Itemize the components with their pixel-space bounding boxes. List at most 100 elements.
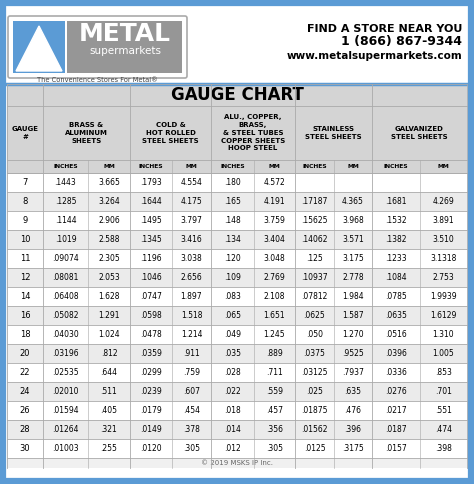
Text: INCHES: INCHES <box>139 164 164 169</box>
Text: MM: MM <box>438 164 449 169</box>
Text: 2.769: 2.769 <box>264 273 285 282</box>
Text: 3.175: 3.175 <box>342 254 364 263</box>
Text: .551: .551 <box>435 406 452 415</box>
Text: MM: MM <box>103 164 115 169</box>
Text: .635: .635 <box>345 387 362 396</box>
Text: .3175: .3175 <box>342 444 364 453</box>
Text: .0239: .0239 <box>140 387 162 396</box>
Text: 1.518: 1.518 <box>181 311 202 320</box>
Text: .03125: .03125 <box>301 368 328 377</box>
Text: 7: 7 <box>22 178 27 187</box>
Text: 1.245: 1.245 <box>264 330 285 339</box>
Bar <box>7 160 467 173</box>
Text: MM: MM <box>186 164 197 169</box>
Text: .148: .148 <box>224 216 241 225</box>
Text: 1.310: 1.310 <box>433 330 454 339</box>
Bar <box>7 84 467 468</box>
Text: .01003: .01003 <box>52 444 79 453</box>
Bar <box>7 382 467 401</box>
Text: .120: .120 <box>224 254 241 263</box>
Text: 4.175: 4.175 <box>181 197 202 206</box>
Text: .083: .083 <box>224 292 241 301</box>
Text: 4.554: 4.554 <box>181 178 202 187</box>
Text: BRASS &
ALUMINUM
SHEETS: BRASS & ALUMINUM SHEETS <box>65 122 108 144</box>
Bar <box>7 84 467 106</box>
Text: .0478: .0478 <box>140 330 162 339</box>
Text: .0187: .0187 <box>385 425 407 434</box>
Text: .454: .454 <box>183 406 200 415</box>
FancyBboxPatch shape <box>8 16 187 78</box>
Text: METAL: METAL <box>79 22 171 46</box>
Text: .08081: .08081 <box>52 273 79 282</box>
Text: .0396: .0396 <box>385 349 407 358</box>
Text: .1144: .1144 <box>55 216 76 225</box>
Text: .1793: .1793 <box>140 178 162 187</box>
Text: .065: .065 <box>224 311 241 320</box>
Text: 4.191: 4.191 <box>264 197 285 206</box>
Text: MM: MM <box>269 164 281 169</box>
Text: 2.906: 2.906 <box>98 216 120 225</box>
Text: 28: 28 <box>20 425 30 434</box>
Bar <box>7 401 467 420</box>
Text: .9525: .9525 <box>342 349 364 358</box>
Text: ALU., COPPER,
BRASS,
& STEEL TUBES
COPPER SHEETS
HOOP STEEL: ALU., COPPER, BRASS, & STEEL TUBES COPPE… <box>221 115 285 151</box>
Text: .125: .125 <box>306 254 323 263</box>
Text: .012: .012 <box>224 444 241 453</box>
Text: .0598: .0598 <box>140 311 162 320</box>
Text: .1019: .1019 <box>55 235 76 244</box>
Text: 1.291: 1.291 <box>98 311 120 320</box>
Text: .1345: .1345 <box>140 235 162 244</box>
Text: .0516: .0516 <box>385 330 407 339</box>
Text: INCHES: INCHES <box>220 164 245 169</box>
Text: INCHES: INCHES <box>302 164 327 169</box>
Text: .0179: .0179 <box>140 406 162 415</box>
Text: .0125: .0125 <box>304 444 325 453</box>
Text: .1285: .1285 <box>55 197 76 206</box>
Text: 1.984: 1.984 <box>342 292 364 301</box>
Text: .0336: .0336 <box>385 368 407 377</box>
Text: .378: .378 <box>183 425 200 434</box>
Text: 2.053: 2.053 <box>98 273 120 282</box>
Text: .02535: .02535 <box>52 368 79 377</box>
Text: .559: .559 <box>266 387 283 396</box>
Text: INCHES: INCHES <box>53 164 78 169</box>
Text: www.metalsupermarkets.com: www.metalsupermarkets.com <box>286 51 462 61</box>
Text: .165: .165 <box>224 197 241 206</box>
Text: .134: .134 <box>224 235 241 244</box>
Text: .607: .607 <box>183 387 200 396</box>
Text: .396: .396 <box>345 425 362 434</box>
Text: STAINLESS
STEEL SHEETS: STAINLESS STEEL SHEETS <box>305 126 362 140</box>
Text: 1.024: 1.024 <box>98 330 120 339</box>
Text: .398: .398 <box>435 444 452 453</box>
Text: 3.038: 3.038 <box>181 254 202 263</box>
Text: .474: .474 <box>435 425 452 434</box>
Text: 1.587: 1.587 <box>342 311 364 320</box>
Text: 20: 20 <box>20 349 30 358</box>
Text: .644: .644 <box>100 368 118 377</box>
Text: FIND A STORE NEAR YOU: FIND A STORE NEAR YOU <box>307 24 462 34</box>
Text: .1532: .1532 <box>385 216 407 225</box>
Text: .476: .476 <box>345 406 362 415</box>
Text: 8: 8 <box>22 197 27 206</box>
Text: .1681: .1681 <box>385 197 407 206</box>
Text: .0299: .0299 <box>140 368 162 377</box>
Text: 3.968: 3.968 <box>342 216 364 225</box>
Bar <box>7 325 467 344</box>
Text: .405: .405 <box>100 406 118 415</box>
Text: .109: .109 <box>224 273 241 282</box>
Text: GAUGE
#: GAUGE # <box>11 126 38 140</box>
Text: 9: 9 <box>22 216 27 225</box>
Text: 1.628: 1.628 <box>98 292 120 301</box>
Text: .01875: .01875 <box>301 406 328 415</box>
Text: .0276: .0276 <box>385 387 407 396</box>
Text: 2.588: 2.588 <box>98 235 120 244</box>
Text: 1.897: 1.897 <box>181 292 202 301</box>
Text: 14: 14 <box>20 292 30 301</box>
Text: .0625: .0625 <box>304 311 325 320</box>
Text: .06408: .06408 <box>52 292 79 301</box>
Text: .01264: .01264 <box>52 425 79 434</box>
Text: .0375: .0375 <box>303 349 326 358</box>
Text: .7937: .7937 <box>342 368 364 377</box>
Text: 24: 24 <box>20 387 30 396</box>
Text: .255: .255 <box>100 444 118 453</box>
